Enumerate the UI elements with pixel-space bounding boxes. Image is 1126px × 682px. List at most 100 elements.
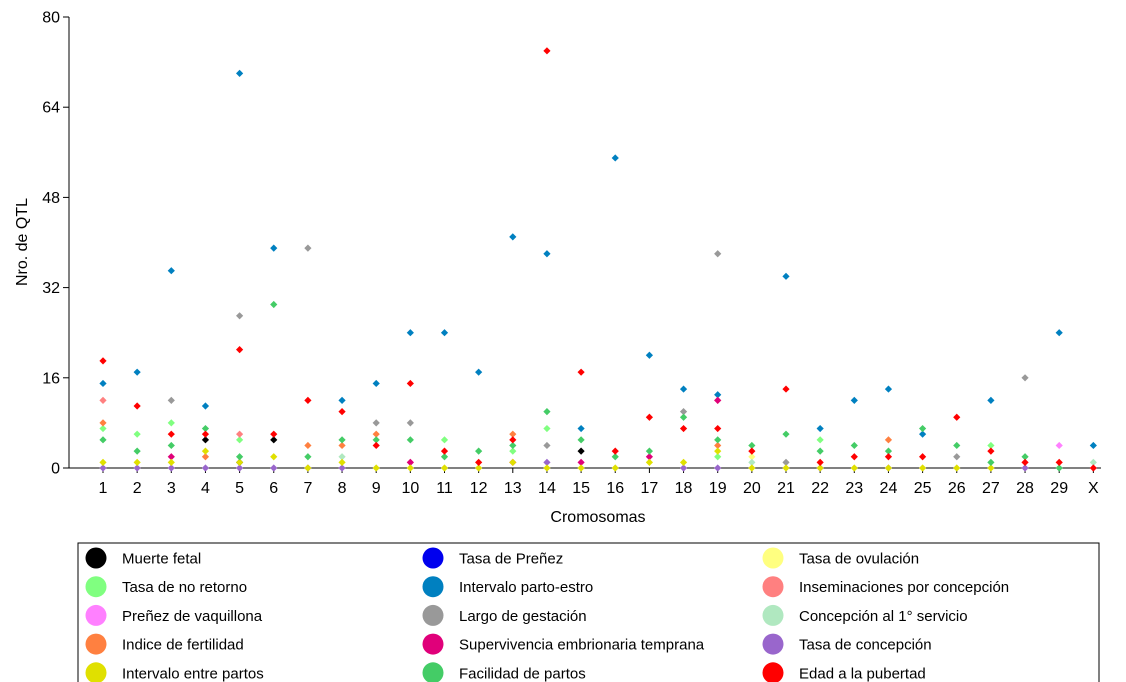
data-point-series-12 xyxy=(884,464,893,472)
data-point-series-4 xyxy=(167,267,175,275)
data-point-series-3 xyxy=(236,436,244,444)
data-point-series-4 xyxy=(1055,329,1063,337)
legend-label: Muerte fetal xyxy=(122,551,201,568)
data-point-series-7 xyxy=(543,441,551,450)
data-point-series-4 xyxy=(714,391,722,399)
data-point-series-14 xyxy=(440,447,449,455)
data-point-series-4 xyxy=(1089,441,1097,450)
data-point-series-13 xyxy=(953,441,961,450)
data-point-series-12 xyxy=(338,458,346,466)
data-point-series-13 xyxy=(884,447,893,455)
data-point-series-11 xyxy=(270,464,278,472)
legend-label: Tasa de concepción xyxy=(799,637,932,654)
legend-label: Preñez de vaquillona xyxy=(122,608,263,625)
data-point-series-12 xyxy=(475,464,483,472)
data-point-series-12 xyxy=(99,458,107,466)
data-point-series-7 xyxy=(679,408,688,416)
data-point-series-4 xyxy=(679,385,688,393)
data-point-series-11 xyxy=(167,464,175,472)
data-point-series-12 xyxy=(679,458,688,466)
data-point-series-3 xyxy=(543,424,551,433)
axes xyxy=(68,17,1101,469)
data-point-series-4 xyxy=(236,69,244,77)
legend-label: Largo de gestación xyxy=(459,608,587,625)
y-tick-label: 80 xyxy=(42,10,60,27)
data-point-series-12 xyxy=(543,464,551,472)
data-point-series-14 xyxy=(850,453,858,461)
data-point-series-8 xyxy=(1089,458,1097,466)
data-point-series-13 xyxy=(919,424,927,433)
data-point-series-13 xyxy=(1055,464,1063,472)
data-point-series-7 xyxy=(372,419,380,427)
data-point-series-13 xyxy=(611,453,619,461)
data-point-series-11 xyxy=(679,464,688,472)
data-point-series-9 xyxy=(338,441,346,450)
data-point-series-12 xyxy=(577,464,585,472)
data-point-series-3 xyxy=(509,447,517,455)
data-point-series-3 xyxy=(133,430,141,438)
data-point-series-14 xyxy=(270,430,278,438)
legend-swatch xyxy=(85,633,107,655)
data-point-series-13 xyxy=(748,441,756,450)
data-point-series-3 xyxy=(99,424,107,433)
x-tick-label: 21 xyxy=(777,480,795,497)
data-point-series-13 xyxy=(236,453,244,461)
x-tick-label: 17 xyxy=(641,480,659,497)
data-point-series-13 xyxy=(270,300,278,309)
data-point-series-12 xyxy=(850,464,858,472)
data-point-series-8 xyxy=(338,453,346,461)
data-point-series-3 xyxy=(816,436,824,444)
x-tick-label: 23 xyxy=(845,480,863,497)
legend-swatch xyxy=(762,576,784,598)
data-point-series-5 xyxy=(99,396,107,404)
data-point-series-4 xyxy=(201,402,210,410)
legend-label: Supervivencia embrionaria temprana xyxy=(459,637,705,654)
data-point-series-14 xyxy=(543,47,551,55)
data-point-series-13 xyxy=(440,453,449,461)
data-point-series-13 xyxy=(338,436,346,444)
data-point-series-4 xyxy=(919,430,927,438)
data-point-series-4 xyxy=(782,272,790,280)
data-point-series-2 xyxy=(748,453,756,461)
legend-label: Intervalo parto-estro xyxy=(459,579,593,596)
data-point-series-9 xyxy=(714,441,722,450)
x-tick-label: 13 xyxy=(504,480,522,497)
y-tick-label: 64 xyxy=(42,100,60,117)
data-point-series-14 xyxy=(679,424,688,433)
data-point-series-4 xyxy=(611,154,619,162)
y-ticks: 0 16 32 48 64 80 xyxy=(42,10,69,478)
data-point-series-14 xyxy=(1089,464,1097,472)
x-tick-label: 22 xyxy=(811,480,829,497)
data-point-series-13 xyxy=(509,441,517,450)
data-point-series-5 xyxy=(236,430,244,438)
data-point-series-7 xyxy=(304,244,312,252)
data-point-series-13 xyxy=(816,447,824,455)
x-tick-label: 8 xyxy=(338,480,347,497)
data-point-series-12 xyxy=(645,458,653,466)
data-point-series-14 xyxy=(987,447,995,455)
y-tick-label: 0 xyxy=(51,461,60,478)
x-tick-label: 19 xyxy=(709,480,727,497)
data-point-series-13 xyxy=(850,441,858,450)
data-point-series-4 xyxy=(884,385,893,393)
data-point-series-4 xyxy=(543,250,551,258)
x-tick-label: 14 xyxy=(538,480,556,497)
x-tick-label: 12 xyxy=(470,480,488,497)
x-tick-label: 26 xyxy=(948,480,966,497)
data-point-series-13 xyxy=(543,408,551,416)
data-point-series-14 xyxy=(782,385,790,393)
data-point-series-14 xyxy=(133,402,141,410)
data-point-series-14 xyxy=(372,441,380,450)
data-point-series-12 xyxy=(167,458,175,466)
legend-swatch xyxy=(85,604,107,626)
x-tick-label: 20 xyxy=(743,480,761,497)
data-point-series-9 xyxy=(372,430,380,438)
data-points xyxy=(99,47,1097,472)
data-point-series-13 xyxy=(645,447,653,455)
x-tick-label: 11 xyxy=(436,480,453,497)
data-point-series-7 xyxy=(167,396,175,404)
data-point-series-12 xyxy=(372,464,380,472)
data-point-series-4 xyxy=(509,233,517,241)
data-point-series-11 xyxy=(1021,464,1029,472)
data-point-series-4 xyxy=(440,329,449,337)
